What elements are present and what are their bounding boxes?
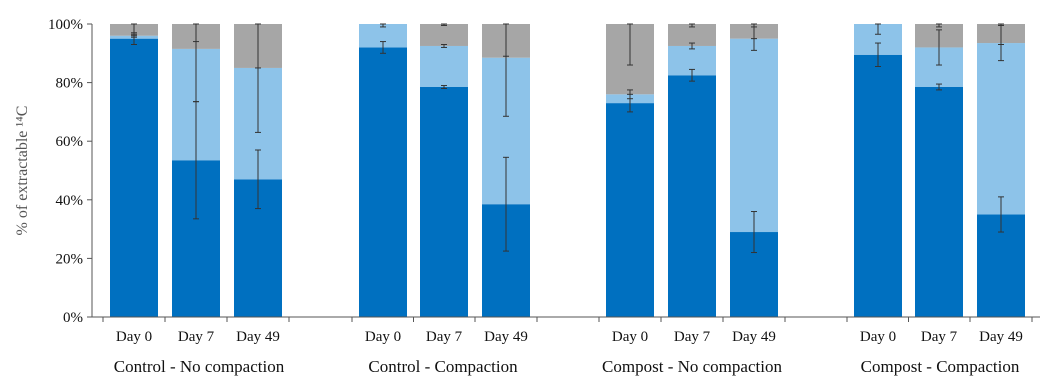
bar-segment-series-1	[915, 86, 963, 318]
y-tick-label: 40%	[56, 193, 84, 209]
bar-segment-series-3	[420, 24, 468, 46]
x-tick-label: Day 7	[921, 329, 958, 345]
y-tick-label: 80%	[56, 76, 84, 92]
x-tick-label: Day 0	[612, 329, 648, 345]
group-label: Control - No compaction	[114, 357, 285, 376]
bar-segment-series-1	[110, 38, 158, 318]
x-tick-label: Day 49	[979, 329, 1023, 345]
bar-segment-series-1	[668, 75, 716, 318]
y-axis-label: % of extractable ¹⁴C	[14, 106, 31, 236]
x-tick-label: Day 0	[116, 329, 152, 345]
group-label: Compost - No compaction	[602, 357, 782, 376]
x-tick-label: Day 0	[860, 329, 896, 345]
y-tick-label: 0%	[63, 310, 83, 326]
x-tick-label: Day 7	[178, 329, 215, 345]
x-tick-label: Day 0	[365, 329, 401, 345]
bar-segment-series-2	[420, 45, 468, 87]
x-tick-label: Day 7	[674, 329, 711, 345]
bar-segment-series-2	[977, 43, 1025, 215]
bar-segment-series-2	[359, 24, 407, 48]
bar-segment-series-1	[606, 103, 654, 317]
y-tick-label: 20%	[56, 251, 84, 267]
x-tick-label: Day 49	[236, 329, 280, 345]
bar-segment-series-1	[854, 54, 902, 317]
group-label: Compost - Compaction	[861, 357, 1020, 376]
y-tick-label: 100%	[48, 17, 83, 33]
x-tick-label: Day 7	[426, 329, 463, 345]
bar-segment-series-2	[730, 38, 778, 233]
y-tick-label: 60%	[56, 134, 84, 150]
group-label: Control - Compaction	[368, 357, 518, 376]
x-tick-label: Day 49	[732, 329, 776, 345]
bar-segment-series-1	[420, 86, 468, 318]
bar-segment-series-1	[359, 47, 407, 317]
bar-segment-series-3	[668, 24, 716, 46]
x-tick-label: Day 49	[484, 329, 528, 345]
